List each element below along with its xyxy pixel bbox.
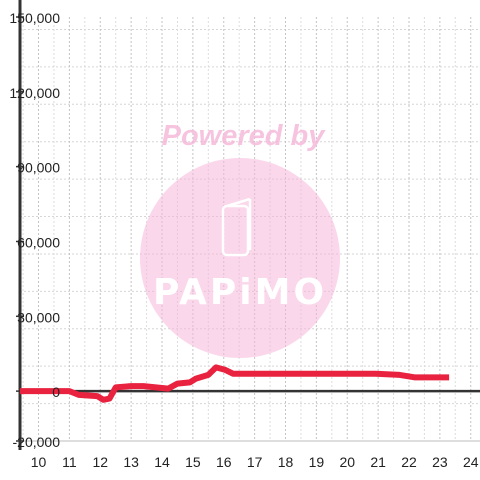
axes [16, 0, 480, 450]
tick-labels: -20,000 0 30,000 60,000 90,000 120,000 150,000… [9, 10, 478, 470]
series-line [20, 364, 450, 403]
x-tick-label: 21 [370, 454, 386, 470]
y-tick-label: 60,000 [17, 234, 60, 250]
y-tick-label: 150,000 [9, 10, 60, 26]
x-tick-label: 18 [278, 454, 294, 470]
x-tick-label: 13 [123, 454, 139, 470]
y-tick-label: 0 [52, 384, 60, 400]
x-tick-label: 11 [62, 454, 77, 470]
x-tick-label: 10 [31, 454, 47, 470]
x-tick-label: 19 [309, 454, 325, 470]
watermark-circle [140, 158, 340, 358]
y-tick-label: 30,000 [17, 309, 60, 325]
x-tick-label: 16 [216, 454, 232, 470]
y-tick-label: 90,000 [17, 160, 60, 176]
series-layer [20, 364, 450, 403]
x-tick-label: 17 [247, 454, 263, 470]
x-tick-label: 23 [432, 454, 448, 470]
x-tick-label: 24 [463, 454, 479, 470]
y-tick-label: 120,000 [9, 85, 60, 101]
x-tick-label: 20 [339, 454, 355, 470]
phone-icon [221, 197, 252, 257]
x-tick-label: 14 [154, 454, 170, 470]
watermark-logo: PAPiMO [153, 272, 327, 313]
x-tick-label: 12 [92, 454, 108, 470]
watermark: Powered by PAPiMO [140, 120, 340, 358]
watermark-text: Powered by [162, 120, 327, 152]
y-tick-label: -20,000 [13, 434, 61, 450]
x-tick-label: 15 [185, 454, 201, 470]
x-tick-label: 22 [401, 454, 417, 470]
